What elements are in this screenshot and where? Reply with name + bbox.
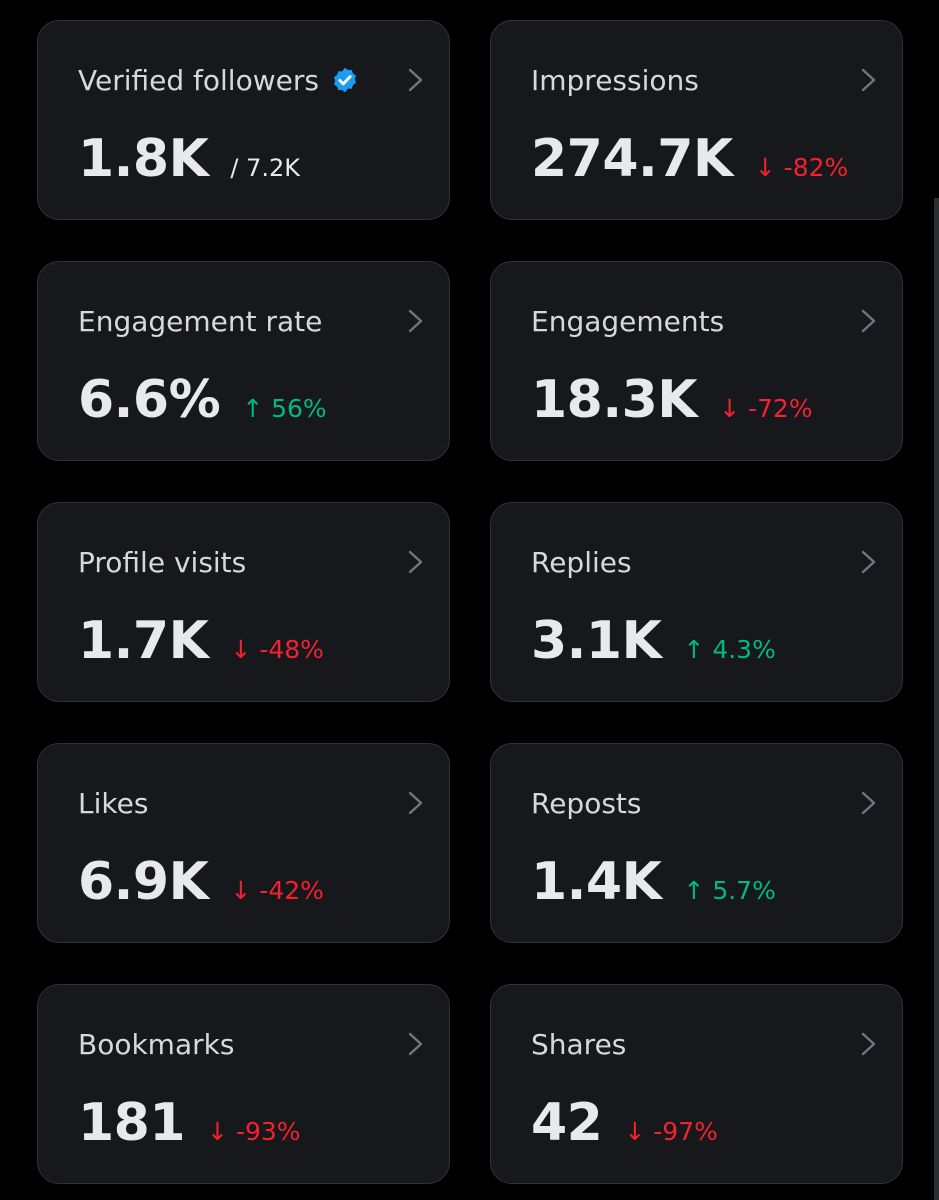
metric-value: 6.6%: [78, 370, 221, 430]
chevron-right-icon: [408, 1032, 423, 1056]
card-label-row: Impressions: [531, 62, 699, 98]
card-value-row: 6.6% ↑ 56%: [78, 370, 327, 430]
metric-value: 18.3K: [531, 370, 698, 430]
metric-value: 1.4K: [531, 852, 662, 912]
card-label-row: Profile visits: [78, 544, 246, 580]
card-value-row: 1.7K ↓ -48%: [78, 611, 324, 671]
chevron-right-icon: [861, 550, 876, 574]
card-value-row: 274.7K ↓ -82%: [531, 129, 848, 189]
metric-change: ↓ -72%: [719, 394, 813, 423]
metric-change: ↓ -48%: [230, 635, 324, 664]
metric-change: ↑ 56%: [242, 394, 327, 423]
card-value-row: 3.1K ↑ 4.3%: [531, 611, 776, 671]
card-profile-visits[interactable]: Profile visits 1.7K ↓ -48%: [37, 502, 450, 702]
card-engagement-rate[interactable]: Engagement rate 6.6% ↑ 56%: [37, 261, 450, 461]
card-reposts[interactable]: Reposts 1.4K ↑ 5.7%: [490, 743, 903, 943]
card-label-row: Replies: [531, 544, 632, 580]
metric-value: 42: [531, 1093, 603, 1153]
card-value-row: 42 ↓ -97%: [531, 1093, 718, 1153]
metric-change: ↑ 5.7%: [683, 876, 776, 905]
card-value-row: 18.3K ↓ -72%: [531, 370, 813, 430]
card-label-row: Engagement rate: [78, 303, 322, 339]
card-label: Reposts: [531, 786, 642, 820]
chevron-right-icon: [408, 791, 423, 815]
card-label: Engagements: [531, 304, 725, 338]
chevron-right-icon: [408, 68, 423, 92]
card-engagements[interactable]: Engagements 18.3K ↓ -72%: [490, 261, 903, 461]
scrollbar[interactable]: [934, 198, 939, 1200]
card-value-row: 181 ↓ -93%: [78, 1093, 301, 1153]
card-likes[interactable]: Likes 6.9K ↓ -42%: [37, 743, 450, 943]
card-shares[interactable]: Shares 42 ↓ -97%: [490, 984, 903, 1184]
card-label-row: Reposts: [531, 785, 641, 821]
card-label-row: Engagements: [531, 303, 724, 339]
metric-change: ↓ -97%: [624, 1117, 718, 1146]
card-label: Impressions: [531, 63, 699, 97]
card-label-row: Verified followers: [78, 62, 359, 98]
card-label: Engagement rate: [78, 304, 323, 338]
card-label-row: Bookmarks: [78, 1026, 234, 1062]
card-value-row: 6.9K ↓ -42%: [78, 852, 324, 912]
metrics-grid: Verified followers 1.8K / 7.2K Impressio…: [37, 20, 903, 1184]
card-replies[interactable]: Replies 3.1K ↑ 4.3%: [490, 502, 903, 702]
card-label-row: Likes: [78, 785, 148, 821]
card-bookmarks[interactable]: Bookmarks 181 ↓ -93%: [37, 984, 450, 1184]
card-verified-followers[interactable]: Verified followers 1.8K / 7.2K: [37, 20, 450, 220]
metric-total: / 7.2K: [230, 154, 301, 182]
metric-change: ↓ -42%: [230, 876, 324, 905]
card-value-row: 1.4K ↑ 5.7%: [531, 852, 776, 912]
card-label: Likes: [78, 786, 149, 820]
card-label: Replies: [531, 545, 632, 579]
card-label: Bookmarks: [78, 1027, 235, 1061]
metric-value: 1.7K: [78, 611, 209, 671]
chevron-right-icon: [408, 309, 423, 333]
metric-value: 1.8K: [78, 129, 209, 189]
metric-change: ↑ 4.3%: [683, 635, 776, 664]
metric-value: 274.7K: [531, 129, 733, 189]
metric-change: ↓ -82%: [754, 153, 849, 182]
card-label: Shares: [531, 1027, 627, 1061]
chevron-right-icon: [861, 1032, 876, 1056]
chevron-right-icon: [861, 68, 876, 92]
verified-badge-icon: [333, 67, 356, 93]
card-impressions[interactable]: Impressions 274.7K ↓ -82%: [490, 20, 903, 220]
metric-value: 6.9K: [78, 852, 209, 912]
card-label: Verified followers: [78, 63, 319, 97]
chevron-right-icon: [408, 550, 423, 574]
chevron-right-icon: [861, 309, 876, 333]
metric-value: 181: [78, 1093, 186, 1153]
card-value-row: 1.8K / 7.2K: [78, 129, 300, 189]
metric-value: 3.1K: [531, 611, 662, 671]
metric-change: ↓ -93%: [207, 1117, 301, 1146]
card-label-row: Shares: [531, 1026, 626, 1062]
chevron-right-icon: [861, 791, 876, 815]
card-label: Profile visits: [78, 545, 247, 579]
